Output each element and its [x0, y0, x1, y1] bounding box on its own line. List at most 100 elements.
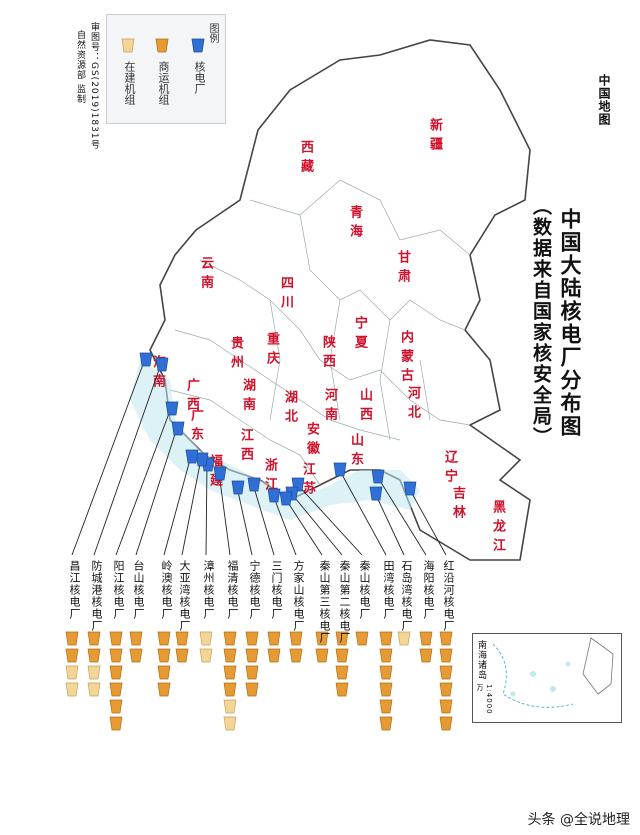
operating-unit-icon — [87, 648, 101, 663]
operating-unit-icon — [245, 682, 259, 697]
approval-number: 审图号：GS(2019)1831号 — [89, 22, 99, 150]
coastal-water — [130, 360, 420, 520]
construction-unit-icon — [87, 665, 101, 680]
operating-unit-icon — [439, 682, 453, 697]
operating-unit-icon — [175, 648, 189, 663]
inset-title: 南海诸岛 — [476, 640, 486, 680]
operating-unit-icon — [379, 631, 393, 646]
plant-leader-line — [374, 492, 405, 556]
construction-unit-icon — [223, 716, 237, 731]
province-label: 辽宁 — [442, 450, 457, 488]
operating-unit-icon — [129, 631, 143, 646]
province-label: 吉林 — [450, 486, 465, 524]
operating-unit-icon — [223, 665, 237, 680]
map-title: 中国大陆核电厂分布图 — [558, 208, 582, 438]
plant-leader-line — [205, 463, 208, 556]
province-label: 广西 — [184, 378, 199, 416]
operating-unit-icon — [223, 682, 237, 697]
plant-leader-line — [135, 427, 178, 556]
plant-marker-icon — [171, 421, 185, 436]
plant-label: 方家山核电厂 — [292, 560, 305, 632]
operating-unit-icon — [223, 631, 237, 646]
construction-unit-icon — [65, 682, 79, 697]
operating-unit-icon — [109, 648, 123, 663]
plant-leader-line — [163, 455, 192, 556]
province-label: 西藏 — [298, 140, 313, 178]
plant-marker-icon — [195, 452, 209, 467]
operating-unit-icon — [439, 648, 453, 663]
plant-label: 宁德核电厂 — [248, 560, 261, 620]
operating-unit-icon — [289, 631, 303, 646]
inset-scale: 1:4000万 — [476, 684, 493, 715]
plant-leader-line — [252, 483, 275, 556]
operating-unit-icon — [65, 631, 79, 646]
province-label: 青海 — [347, 205, 362, 243]
plant-leader-line — [376, 475, 427, 556]
plant-label: 阳江核电厂 — [112, 560, 125, 620]
approval-authority: 自然资源部 监制 — [75, 30, 85, 104]
construction-unit-icon — [199, 648, 213, 663]
operating-unit-icon — [157, 648, 171, 663]
operating-unit-icon — [109, 631, 123, 646]
operating-unit-icon — [439, 716, 453, 731]
operating-unit-icon — [419, 648, 433, 663]
province-label: 新疆 — [427, 118, 442, 156]
construction-unit-icon — [199, 631, 213, 646]
legend: 图例 核电厂 商运机组 在建机组 — [106, 14, 226, 124]
province-label: 湖南 — [240, 378, 255, 416]
province-borders — [169, 179, 471, 486]
operating-unit-icon — [65, 648, 79, 663]
operating-unit-icon — [289, 648, 303, 663]
watermark: 头条 @全说地理 — [527, 812, 630, 828]
plant-leader-line — [284, 497, 323, 556]
plant-marker-icon — [371, 469, 385, 484]
plant-label: 秦山核电厂 — [358, 560, 371, 620]
province-label: 江西 — [238, 428, 253, 466]
operating-unit-icon — [129, 648, 143, 663]
province-label: 宁夏 — [352, 316, 367, 354]
operating-unit-icon — [87, 631, 101, 646]
plant-leader-line — [272, 494, 297, 556]
operating-unit-icon — [439, 631, 453, 646]
plant-marker-icon — [191, 38, 205, 53]
plant-label: 秦山第三核电厂 — [318, 560, 331, 644]
plant-label: 红沿河核电厂 — [442, 560, 455, 632]
plant-marker-icon — [231, 480, 245, 495]
province-label: 湖北 — [282, 390, 297, 428]
province-label: 四川 — [278, 276, 293, 314]
plant-leader-line — [93, 363, 162, 556]
operating-unit-icon — [109, 682, 123, 697]
plant-leader-line — [218, 472, 231, 556]
operating-unit-icon — [267, 631, 281, 646]
plant-leader-line — [181, 458, 202, 556]
operating-unit-icon — [335, 682, 349, 697]
plant-marker-icon — [279, 491, 293, 506]
province-label: 陕西 — [320, 335, 335, 373]
south-china-sea-inset: 南海诸岛 1:4000万 — [472, 633, 622, 723]
plant-marker-icon — [185, 449, 199, 464]
operating-unit-icon — [109, 665, 123, 680]
plant-marker-icon — [213, 466, 227, 481]
operating-unit-icon — [335, 631, 349, 646]
plant-label: 秦山第二核电厂 — [338, 560, 351, 644]
province-label: 甘肃 — [395, 250, 410, 288]
construction-unit-icon — [121, 38, 135, 53]
operating-unit-icon — [245, 665, 259, 680]
province-label: 山西 — [357, 388, 372, 426]
province-label: 江苏 — [300, 462, 315, 500]
province-label: 山东 — [348, 433, 363, 471]
plant-label: 台山核电厂 — [132, 560, 145, 620]
plant-label: 漳州核电厂 — [202, 560, 215, 620]
operating-unit-icon — [245, 631, 259, 646]
plant-label: 田湾核电厂 — [382, 560, 395, 620]
operating-unit-icon — [157, 665, 171, 680]
province-label: 广东 — [188, 408, 203, 446]
plant-leader-line — [290, 492, 343, 556]
plant-marker-icon — [403, 481, 417, 496]
construction-unit-icon — [65, 665, 79, 680]
operating-unit-icon — [379, 665, 393, 680]
plant-marker-icon — [165, 401, 179, 416]
plant-marker-icon — [369, 486, 383, 501]
